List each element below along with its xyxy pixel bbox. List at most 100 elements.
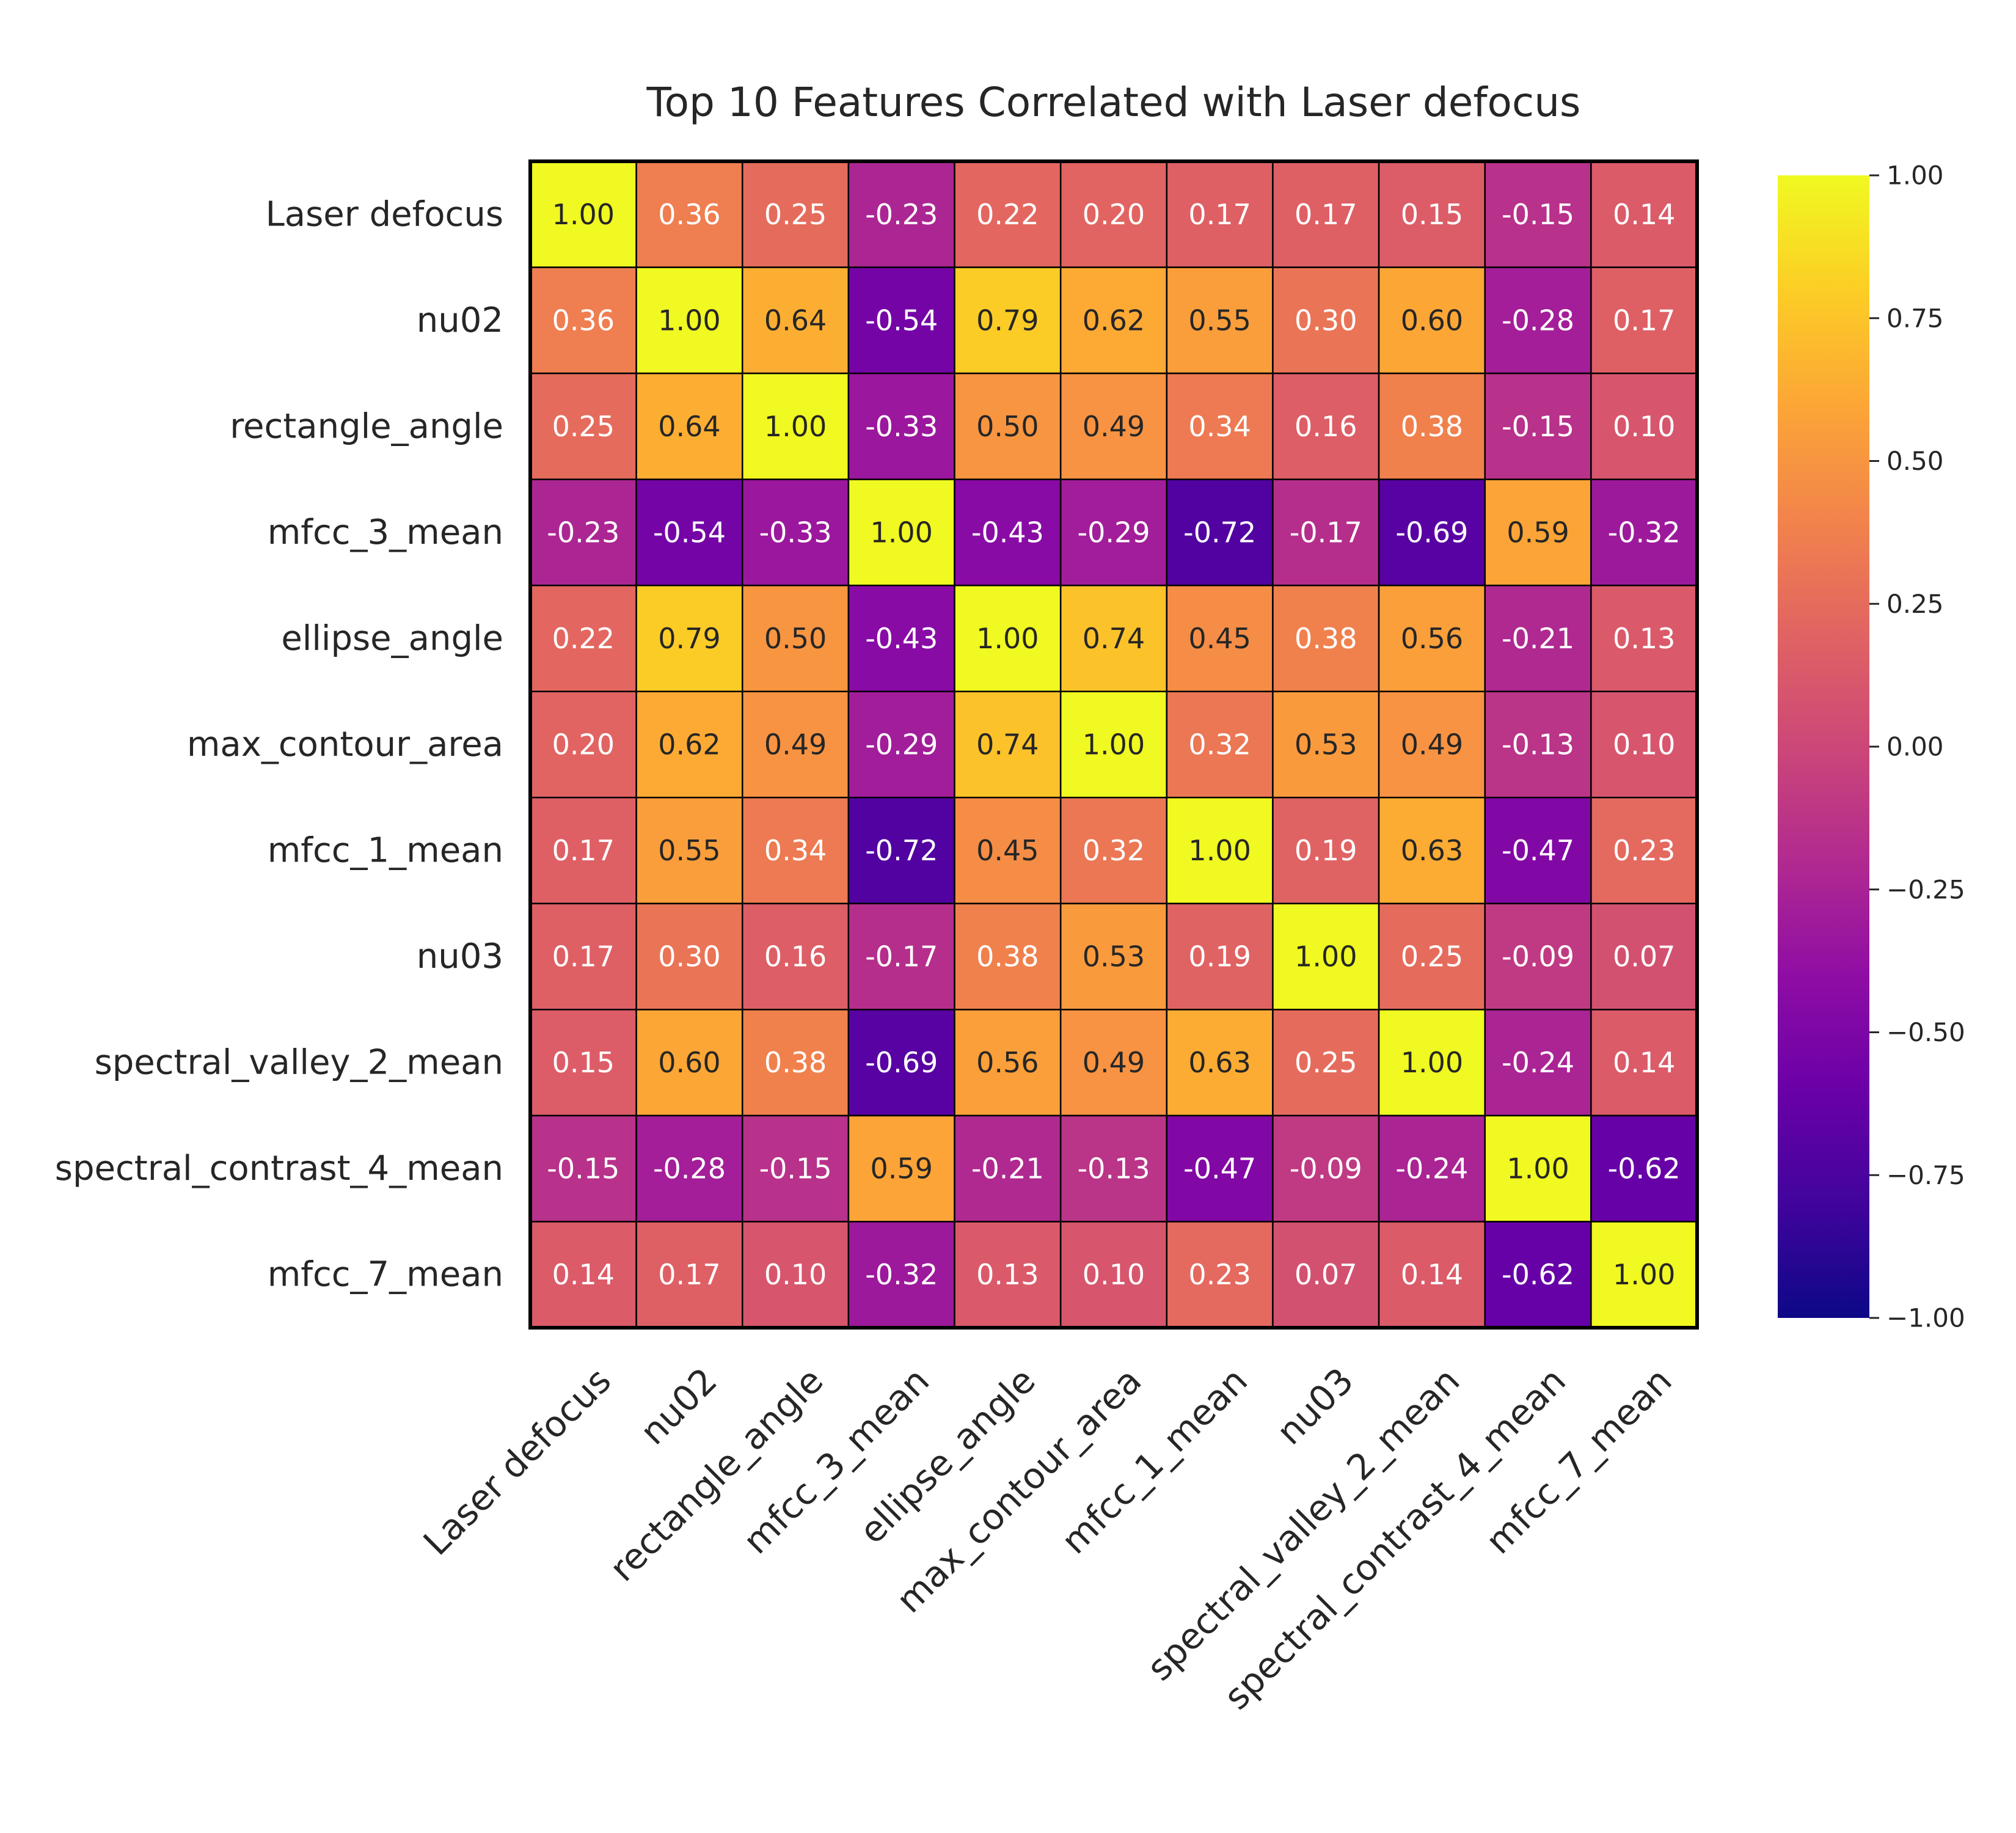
cell-value-label: -0.32 [865, 1258, 938, 1291]
cell-value-label: 0.34 [764, 834, 827, 867]
cell-value-label: 0.25 [552, 410, 615, 443]
colorbar-tick-label: 1.00 [1886, 161, 1944, 191]
cell-value-label: 0.20 [552, 728, 615, 761]
heatmap-cell [635, 160, 743, 268]
heatmap-cell [529, 584, 637, 692]
heatmap-cell [529, 902, 637, 1011]
cell-value-label: -0.43 [971, 516, 1044, 549]
row-tick-label: mfcc_3_mean [268, 513, 503, 552]
cell-value-label: 0.62 [658, 728, 720, 761]
cell-value-label: -0.69 [865, 1046, 938, 1079]
cell-value-label: 0.49 [1083, 410, 1145, 443]
cell-value-label: 0.17 [658, 1258, 720, 1291]
cell-value-label: 0.17 [552, 834, 615, 867]
heatmap-cell [1166, 266, 1274, 375]
cell-value-label: 0.15 [1401, 198, 1463, 231]
heatmap-cell [529, 372, 637, 480]
cell-value-label: 0.63 [1188, 1046, 1251, 1079]
cell-value-label: 0.14 [1613, 1046, 1675, 1079]
heatmap-cell [1590, 1009, 1698, 1117]
colorbar-gradient [1778, 175, 1869, 1318]
cell-value-label: 0.38 [1295, 622, 1357, 655]
heatmap-cell [1166, 478, 1274, 587]
column-tick-label: Laser defocus [415, 1359, 619, 1563]
heatmap-cell [1590, 584, 1698, 692]
cell-value-label: 0.17 [1295, 198, 1357, 231]
heatmap-cell [1378, 584, 1486, 692]
cell-value-label: 0.63 [1401, 834, 1463, 867]
heatmap-cell [1059, 160, 1168, 268]
row-tick-label: nu03 [417, 937, 503, 976]
column-tick-label: nu02 [632, 1359, 725, 1452]
cell-value-label: 0.36 [552, 304, 615, 337]
heatmap-cell [1059, 1221, 1168, 1329]
colorbar: 1.00 0.75 0.50 0.25 0.00 −0.25 −0.50 −0.75 −1.00 [1778, 161, 1965, 1333]
heatmap-cell [954, 1221, 1062, 1329]
cell-value-label: 0.49 [1083, 1046, 1145, 1079]
cell-value-label: -0.15 [1502, 410, 1574, 443]
row-tick-label: rectangle_angle [230, 406, 503, 446]
cell-value-label: -0.28 [1502, 304, 1574, 337]
row-tick-labels: Laser defocus nu02 rectangle_angle mfcc_3_m… [55, 194, 503, 1294]
cell-value-label: 1.00 [1507, 1152, 1569, 1185]
heatmap-cell [529, 797, 637, 905]
cell-value-label: -0.13 [1077, 1152, 1150, 1185]
cell-value-label: 0.22 [976, 198, 1039, 231]
cell-value-label: 0.14 [552, 1258, 615, 1291]
cell-value-label: 0.10 [1613, 728, 1675, 761]
colorbar-tick-label: −1.00 [1886, 1303, 1965, 1333]
cell-value-label: -0.21 [971, 1152, 1044, 1185]
cell-value-label: 0.17 [1613, 304, 1675, 337]
heatmap-cell [954, 584, 1062, 692]
colorbar-tick-label: −0.75 [1886, 1160, 1965, 1190]
heatmap-cell [1272, 1221, 1380, 1329]
cell-value-label: 0.59 [1507, 516, 1569, 549]
heatmap-cell [1272, 1114, 1380, 1223]
heatmap-cell [1059, 690, 1168, 799]
cell-value-label: 0.59 [871, 1152, 933, 1185]
cell-value-label: 0.53 [1083, 940, 1145, 973]
cell-value-label: 0.17 [552, 940, 615, 973]
row-tick-label: mfcc_1_mean [268, 831, 503, 871]
cell-value-label: -0.43 [865, 622, 938, 655]
column-tick-label: mfcc_3_mean [735, 1359, 937, 1562]
heatmap-cell [1378, 1114, 1486, 1223]
cell-value-label: 1.00 [552, 198, 615, 231]
heatmap-cell [742, 266, 850, 375]
heatmap-cell [742, 1009, 850, 1117]
heatmap-cell [1378, 478, 1486, 587]
cell-value-label: 0.49 [764, 728, 827, 761]
heatmap-cell [1378, 1221, 1486, 1329]
cell-value-label: 0.60 [1401, 304, 1463, 337]
heatmap-cell [954, 372, 1062, 480]
heatmap-cell [1484, 1009, 1592, 1117]
heatmap-cell [742, 372, 850, 480]
heatmap-cell-labels: 1.00 0.36 0.25 -0.23 0.22 0.20 0.17 0.17 0.15 -0.… [547, 198, 1680, 1291]
cell-value-label: -0.15 [759, 1152, 832, 1185]
heatmap-cell [1484, 902, 1592, 1011]
colorbar-tick-label: 0.00 [1886, 732, 1944, 762]
row-tick-label: spectral_valley_2_mean [95, 1043, 503, 1083]
heatmap-cell [1378, 372, 1486, 480]
cell-value-label: 0.32 [1188, 728, 1251, 761]
colorbar-tick-label: 0.75 [1886, 303, 1944, 333]
heatmap-cell [529, 1114, 637, 1223]
row-tick-label: max_contour_area [187, 725, 503, 764]
cell-value-label: -0.62 [1502, 1258, 1574, 1291]
cell-value-label: 0.45 [1188, 622, 1251, 655]
cell-value-label: -0.29 [1077, 516, 1150, 549]
heatmap-cell [847, 797, 955, 905]
cell-value-label: -0.23 [547, 516, 619, 549]
heatmap-cell [529, 266, 637, 375]
heatmap-cell [1059, 1114, 1168, 1223]
cell-value-label: 0.74 [976, 728, 1039, 761]
cell-value-label: -0.62 [1608, 1152, 1681, 1185]
cell-value-label: 0.36 [658, 198, 720, 231]
heatmap-cell [1059, 902, 1168, 1011]
cell-value-label: 1.00 [871, 516, 933, 549]
colorbar-ticks: 1.00 0.75 0.50 0.25 0.00 −0.25 −0.50 −0.75 −1.00 [1869, 161, 1965, 1333]
heatmap-cell [529, 1009, 637, 1117]
cell-value-label: 0.55 [658, 834, 720, 867]
heatmap-cell [1590, 1221, 1698, 1329]
cell-value-label: -0.32 [1608, 516, 1681, 549]
